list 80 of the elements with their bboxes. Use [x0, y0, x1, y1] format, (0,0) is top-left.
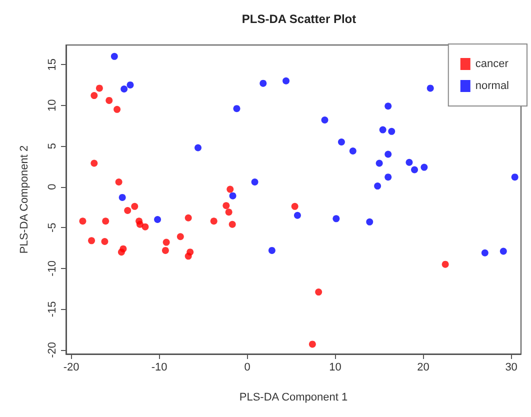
y-tick-label: -15	[46, 301, 58, 318]
point	[411, 166, 418, 174]
point	[374, 182, 382, 190]
y-axis-title: PLS-DA Component 2	[18, 145, 30, 254]
y-tick-label: 10	[46, 99, 58, 112]
point	[184, 252, 192, 260]
point	[315, 288, 322, 296]
x-axis-title: PLS-DA Component 1	[239, 392, 348, 404]
legend-label: cancer	[475, 58, 509, 70]
y-tick-label: 0	[46, 184, 58, 190]
point	[90, 160, 98, 167]
y-tick-label: -10	[46, 260, 58, 276]
point	[79, 218, 86, 225]
point	[88, 237, 96, 244]
point	[384, 150, 392, 158]
point	[321, 116, 328, 124]
point	[229, 192, 236, 200]
point	[282, 77, 290, 84]
point	[106, 96, 113, 104]
point	[184, 214, 192, 222]
point	[142, 223, 149, 230]
point	[511, 174, 518, 181]
point	[349, 147, 356, 154]
point	[162, 238, 170, 246]
point	[131, 202, 138, 210]
point	[366, 218, 374, 226]
point	[379, 126, 386, 134]
point	[420, 164, 428, 171]
point	[260, 80, 267, 87]
point	[102, 218, 110, 225]
point	[481, 249, 488, 256]
point	[136, 220, 144, 228]
x-tick-label: 30	[505, 362, 518, 374]
point	[118, 248, 125, 256]
point	[291, 202, 298, 210]
point	[118, 194, 126, 201]
point	[384, 102, 392, 110]
point	[338, 138, 345, 146]
x-tick-label: 20	[417, 362, 430, 374]
point	[384, 174, 392, 181]
point	[90, 92, 98, 100]
point	[388, 128, 396, 135]
x-tick-label: 10	[329, 362, 342, 374]
point	[110, 52, 118, 60]
point	[233, 105, 240, 112]
point	[96, 84, 103, 92]
x-tick-label: -10	[151, 362, 168, 374]
point	[222, 202, 230, 210]
point	[376, 160, 383, 167]
x-tick-label: -20	[63, 362, 80, 374]
legend-label: normal	[475, 80, 509, 92]
point	[225, 208, 232, 216]
point	[194, 144, 202, 152]
point	[228, 220, 236, 228]
point	[406, 158, 413, 166]
point	[115, 178, 122, 186]
point	[126, 81, 134, 88]
point	[251, 178, 258, 186]
y-tick-label: -5	[46, 222, 58, 233]
point	[500, 248, 507, 255]
point	[294, 212, 301, 219]
point	[332, 215, 340, 222]
point	[426, 84, 434, 92]
point	[120, 86, 128, 93]
point	[268, 246, 276, 254]
point	[101, 238, 108, 245]
y-tick-label: 5	[46, 143, 58, 150]
point	[124, 207, 132, 214]
x-tick-label: 0	[244, 362, 250, 374]
point	[114, 106, 121, 113]
point	[154, 216, 162, 223]
y-tick-label: -20	[46, 342, 58, 358]
point	[162, 246, 169, 254]
chart-title: PLS-DA Scatter Plot	[242, 12, 356, 26]
y-tick-label: 15	[46, 58, 58, 71]
point	[210, 218, 218, 225]
point	[308, 340, 316, 348]
point	[442, 260, 449, 268]
point	[226, 186, 234, 193]
point	[176, 233, 184, 240]
